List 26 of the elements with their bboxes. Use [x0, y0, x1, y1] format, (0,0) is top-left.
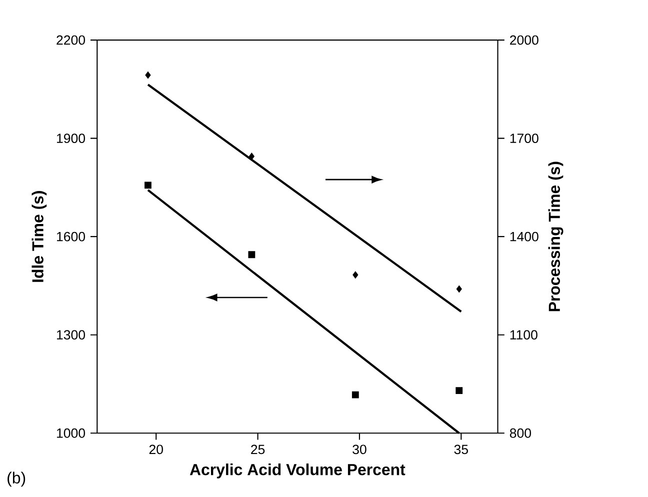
y-tick-label: 1900 [57, 134, 86, 144]
y-axis-title: Idle Time (s) [32, 191, 47, 282]
y2-tick-label: 1100 [510, 330, 538, 340]
point [144, 182, 152, 189]
point [248, 251, 256, 258]
y-tick-label: 1300 [57, 330, 86, 340]
text: (b) [8, 472, 26, 487]
y2-tick-label: 2000 [510, 35, 538, 45]
y-tick-label: 1600 [57, 232, 86, 242]
y2-tick-label: 1400 [510, 232, 538, 242]
x-tick-label: 25 [251, 444, 265, 454]
x-axis-title: Acrylic Acid Volume Percent [190, 464, 406, 478]
x-tick-label: 35 [454, 444, 468, 454]
y2-axis-title: Processing Time (s) [548, 162, 564, 312]
y-tick-label: 2200 [56, 35, 86, 45]
x-tick-label: 30 [352, 444, 366, 454]
y2-tick-label: 800 [510, 428, 532, 438]
point [248, 152, 254, 160]
point [352, 271, 358, 278]
y2-tick-label: 1700 [510, 134, 538, 144]
point [456, 286, 462, 292]
point [456, 387, 463, 394]
y-tick-label: 1000 [57, 428, 86, 438]
point [145, 72, 151, 79]
point [352, 391, 359, 398]
x-tick-label: 20 [149, 444, 163, 454]
